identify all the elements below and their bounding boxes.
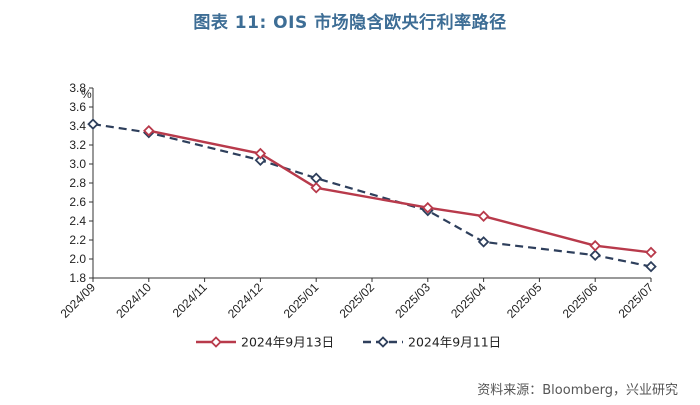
data-point-marker — [254, 154, 267, 166]
y-tick-label: 2.8 — [69, 176, 86, 190]
y-tick-label: 3.6 — [69, 100, 86, 114]
legend-label: 2024年9月11日 — [408, 335, 501, 350]
y-axis-unit-label: % — [81, 87, 92, 101]
y-tick-label: 3.4 — [69, 119, 86, 133]
legend-swatch-marker — [377, 336, 389, 348]
legend-label: 2024年9月13日 — [241, 335, 334, 350]
x-tick-label: 2025/04 — [448, 280, 489, 321]
x-tick-label: 2024/09 — [58, 280, 99, 321]
data-point-marker — [310, 172, 322, 185]
y-tick-label: 3.2 — [69, 138, 86, 152]
x-tick-label: 2024/12 — [225, 280, 266, 321]
y-tick-label: 1.8 — [69, 271, 86, 285]
data-point-marker — [422, 201, 434, 214]
x-tick-label: 2025/06 — [560, 280, 601, 321]
axes: 1.8 2.0 2.2 2.4 2.6 2.8 3.0 3.2 3.4 3.6 3.8% 2024/0… — [58, 81, 657, 321]
y-tick-label: 3.8 — [69, 81, 86, 95]
data-point-marker — [310, 181, 322, 194]
data-point-marker — [143, 124, 155, 137]
series-line — [92, 123, 652, 268]
x-tick-label: 2025/05 — [504, 280, 545, 321]
chart-title: 图表 11: OIS 市场隐含欧央行利率路径 — [193, 13, 507, 33]
data-point-marker — [477, 210, 490, 223]
x-tick-label: 2024/10 — [113, 280, 154, 321]
source-note: 资料来源：Bloomberg，兴业研究 — [477, 383, 678, 398]
x-tick-label: 2025/02 — [337, 280, 378, 321]
legend-swatch-marker — [210, 336, 222, 348]
y-tick-label: 3.0 — [69, 157, 86, 171]
data-point-marker — [87, 118, 99, 130]
y-tick-label: 2.6 — [69, 195, 86, 209]
data-point-marker — [645, 246, 657, 259]
data-point-marker — [254, 147, 267, 160]
x-tick-label: 2024/11 — [170, 280, 210, 320]
data-point-marker — [645, 260, 657, 273]
data-point-marker — [589, 249, 601, 261]
x-tick-label: 2025/07 — [616, 280, 657, 321]
data-point-marker — [589, 239, 601, 252]
y-tick-label: 2.0 — [69, 252, 86, 266]
y-tick-label: 2.4 — [69, 214, 86, 228]
legend: 2024年9月13日 2024年9月11日 — [196, 335, 501, 350]
y-tick-label: 2.2 — [69, 233, 86, 247]
series-layer — [87, 118, 657, 273]
x-tick-label: 2025/03 — [392, 280, 433, 321]
data-point-marker — [477, 236, 490, 248]
series-line — [148, 129, 652, 254]
x-tick-label: 2025/01 — [281, 280, 322, 321]
